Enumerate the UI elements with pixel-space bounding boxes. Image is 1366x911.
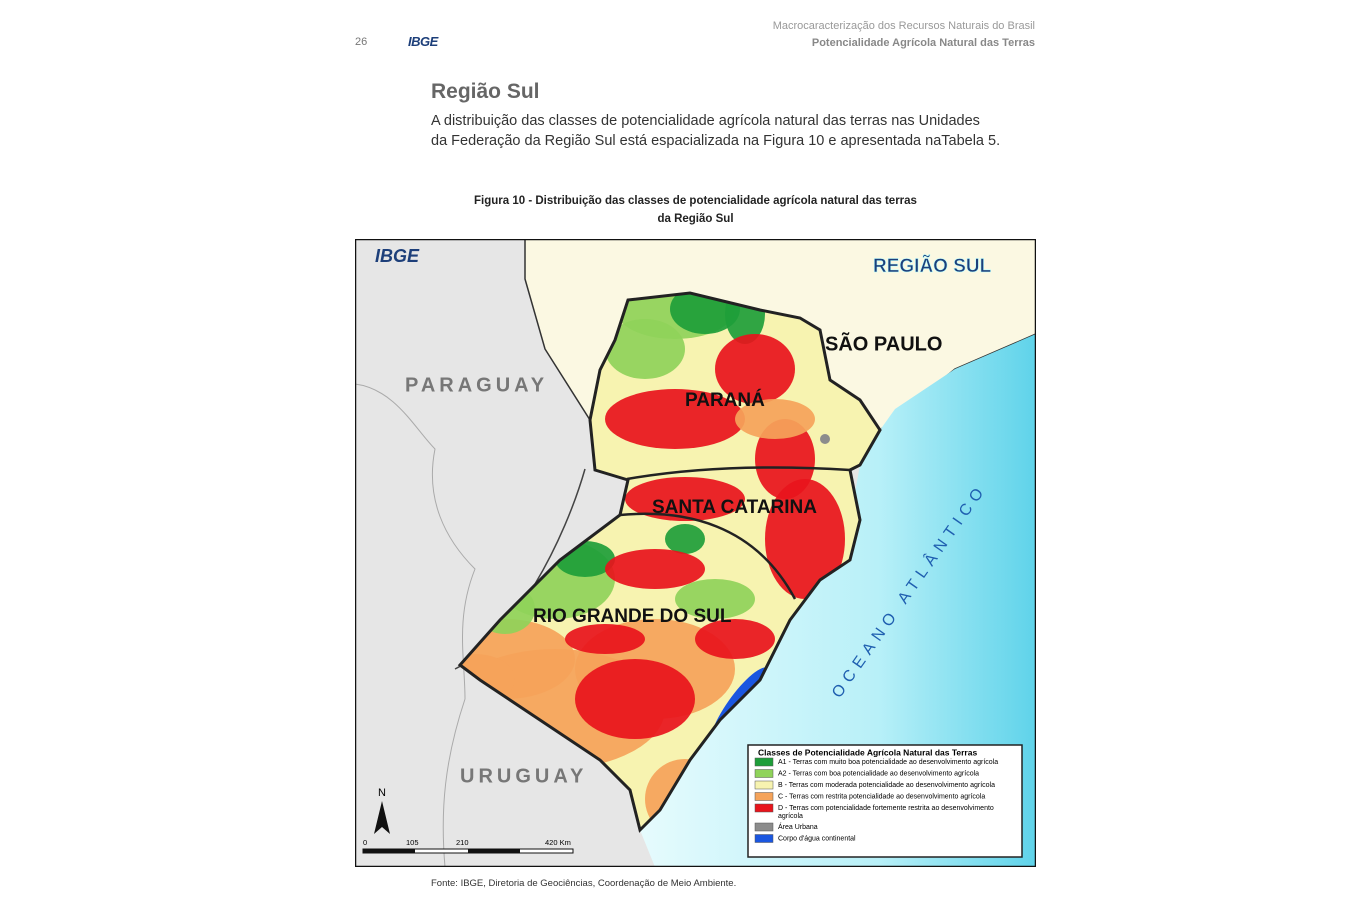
legend-label: C - Terras com restrita potencialidade a… [778,793,985,800]
map-label: SANTA CATARINA [652,497,817,518]
legend-swatch [754,769,774,778]
legend-title: Classes de Potencialidade Agrícola Natur… [758,747,977,757]
map-frame [355,239,1036,867]
class-patch [565,624,645,654]
legend-swatch [754,792,774,801]
border [355,383,476,867]
header-logo: IBGE [408,34,438,49]
legend-label: A2 - Terras com boa potencialidade ao de… [778,770,979,777]
class-patch [765,479,845,599]
north-arrow: N [374,787,390,834]
scale-label: 420 Km [545,838,571,847]
legend-label: Corpo d'água continental [778,835,856,842]
state-border [626,466,851,481]
map-label: REGIÃO SUL [873,255,992,277]
page-number: 26 [355,36,368,48]
paragraph-line: A distribuição das classes de potenciali… [431,113,980,129]
legend-swatch [754,757,774,767]
map-label: URUGUAY [460,765,587,787]
scale-seg [363,849,415,853]
section-title: Potencialidade Agrícola Natural das Terr… [811,37,1035,49]
map-logo: IBGE [375,246,420,266]
legend-box [747,744,1023,858]
class-patch [665,524,705,554]
class-patch [695,619,775,659]
map-label: PARAGUAY [405,374,548,396]
legend-swatch [754,822,774,832]
scale-label: 105 [406,838,419,847]
figure-caption: da Região Sul [657,213,734,225]
source: Fonte: IBGE, Diretoria de Geociências, C… [431,878,737,889]
legend-swatch [754,780,774,790]
heading: Região Sul [431,80,540,103]
legend-label: A1 - Terras com muito boa potencialidade… [778,759,998,766]
north-label: N [378,787,386,799]
legend-swatch [754,834,774,843]
arrow [374,801,390,834]
legend-label: D - Terras com potencialidade fortemente… [778,805,994,812]
map-label: PARANÁ [685,389,765,411]
legend-label: B - Terras com moderada potencialidade a… [778,782,995,789]
map-label: RIO GRANDE DO SUL [533,606,732,627]
scale-seg [468,849,520,853]
class-patch [715,334,795,404]
legend-swatch [754,803,774,813]
legend: Classes de Potencialidade Agrícola Natur… [747,744,1023,858]
class-patch [605,549,705,589]
legend-label: Área Urbana [778,822,818,831]
scale-bar: 0 105 210 420 Km [362,838,574,854]
map: IBGE REGIÃO SUL SÃO PAULO PARAGUAY URUGU… [355,239,1036,867]
publication-title: Macrocaracterização dos Recursos Naturai… [772,20,1035,32]
scale-label: 0 [363,838,367,847]
class-patch [575,659,695,739]
legend-label: agrícola [778,813,803,820]
figure-caption: Figura 10 - Distribuição das classes de … [474,195,917,207]
ocean [640,334,1036,867]
paragraph-line: da Federação da Região Sul está espacial… [431,133,1001,149]
class-patch [735,399,815,439]
class-patch [675,579,755,619]
class-patch [605,319,685,379]
map-label: SÃO PAULO [825,332,942,355]
state-border [619,512,797,600]
scale-label: 210 [456,838,469,847]
class-patch [605,389,745,449]
class-patch [755,419,815,499]
class-patch [625,477,745,521]
urban-area [820,434,830,444]
